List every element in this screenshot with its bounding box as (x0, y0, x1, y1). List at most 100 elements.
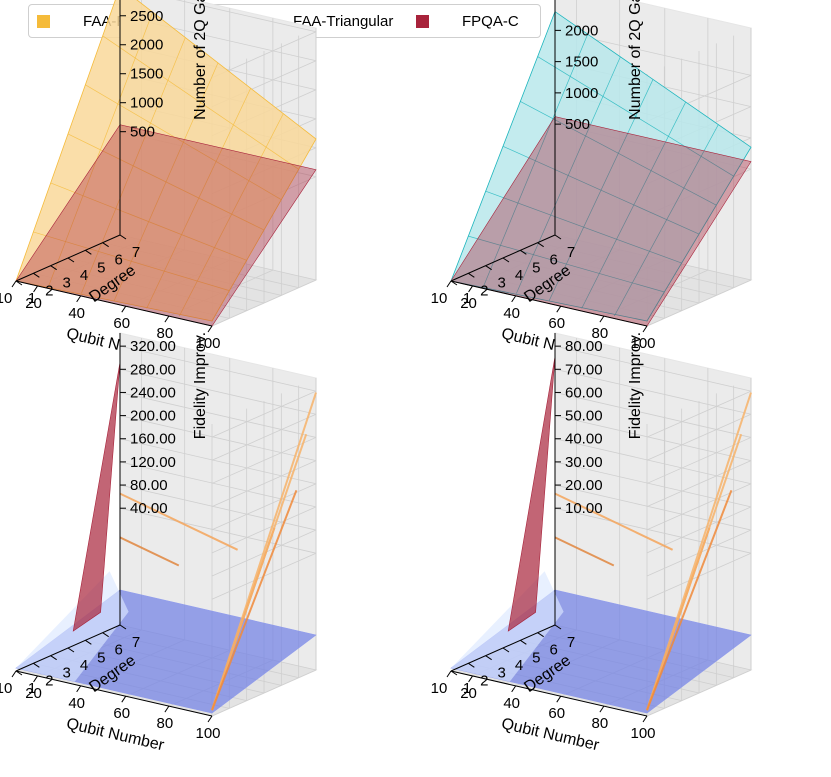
bottom-right-y-tick (554, 624, 562, 630)
bottom-left-y-tick (50, 655, 57, 661)
top-left-surface-faa-rectangular (15, 0, 317, 322)
top-right-z-axis-label: Number of 2Q Gates (627, 0, 644, 120)
top-right-y-tick-label: 2 (480, 282, 488, 299)
top-right-z-tick-label: 2000 (565, 22, 598, 39)
bottom-right-grid-left-z (646, 413, 752, 461)
top-left-axis-x (15, 280, 213, 327)
top-right-y-tick-label: 4 (515, 267, 523, 284)
bottom-right-z-tick-label: 40.00 (565, 431, 603, 448)
top-left-y-tick-label: 6 (114, 252, 122, 269)
bottom-right-z-tick-label: 10.00 (565, 500, 603, 517)
top-right-x-tick-label: 10 (431, 290, 448, 307)
legend-swatch-faa-rectangular (37, 15, 50, 28)
bottom-left-x-tick (121, 695, 127, 703)
top-left-x-tick-label: 80 (157, 325, 174, 342)
top-right-y-tick (450, 280, 458, 286)
bottom-left-grid-back-z (119, 345, 317, 392)
bottom-left-y-tick (119, 624, 127, 630)
top-left-y-tick (102, 242, 109, 248)
top-left-y-tick (67, 257, 75, 263)
bottom-left-grid-back-z (119, 392, 317, 438)
bottom-right-z-axis-label: Fidelity Improv. (627, 332, 644, 439)
bottom-left-fidelity-line (211, 489, 298, 711)
top-right-z-tick-label: 1500 (565, 54, 598, 71)
bottom-right-x-tick-label: 100 (630, 725, 655, 742)
bottom-right-y-tick (537, 632, 544, 638)
top-left-z-tick-label: 2500 (130, 8, 163, 25)
top-right-x-tick-label: 20 (460, 295, 477, 312)
top-left-y-tick-label: 2 (45, 282, 53, 299)
bottom-left-fidelity-line (119, 492, 239, 551)
bottom-left-x-tick (207, 715, 213, 723)
bottom-left-x-tick (11, 670, 17, 678)
bottom-left-x-tick (33, 675, 38, 683)
top-right-x-tick (468, 285, 473, 293)
bottom-right-y-tick-label: 5 (532, 649, 540, 666)
bottom-right-y-tick (502, 647, 510, 653)
top-left-x-tick (11, 280, 17, 288)
bottom-left-grid-back-z (119, 368, 317, 415)
top-right-x-tick-label: 80 (592, 325, 609, 342)
bottom-left-x-tick-label: 20 (25, 685, 42, 702)
bottom-left-z-tick-label: 80.00 (130, 477, 168, 494)
top-left-x-tick (121, 305, 127, 313)
bottom-right-x-tick (599, 705, 605, 713)
top-left-surface-mesh (179, 113, 284, 317)
bottom-right-y-tick-label: 7 (567, 634, 575, 651)
top-left-y-tick-label: 4 (80, 267, 88, 284)
bottom-right-grid-back-z (554, 345, 752, 392)
bottom-left-grid-left-z (211, 483, 317, 531)
bottom-right-fidelity-line (554, 492, 674, 551)
bottom-right-y-tick-label: 6 (549, 642, 557, 659)
top-left-z-axis-label: Number of 2Q Gates (192, 0, 209, 120)
bottom-left-y-tick-label: 2 (45, 672, 53, 689)
bottom-left-z-tick-label: 280.00 (130, 361, 176, 378)
top-right-y-tick (502, 257, 510, 263)
bottom-right-x-tick-label: 10 (431, 680, 448, 697)
bottom-left-y-tick-label: 5 (97, 649, 105, 666)
bottom-right-y-tick (450, 670, 458, 676)
top-left-z-tick-label: 2000 (130, 37, 163, 54)
bottom-left-x-tick-label: 60 (113, 705, 130, 722)
bottom-right-x-tick-label: 20 (460, 685, 477, 702)
top-left-grid-left-z (211, 31, 317, 79)
bottom-left-grid-left-z (211, 390, 317, 438)
bottom-left-z-axis-label: Fidelity Improv. (192, 332, 209, 439)
bottom-left-y-tick (67, 647, 75, 653)
bottom-right-grid-back-z (554, 507, 752, 554)
top-left-y-tick (119, 234, 127, 240)
top-left-x-tick (76, 295, 82, 303)
bottom-right-y-tick-label: 2 (480, 672, 488, 689)
top-right-axis-x (450, 280, 648, 327)
bottom-right-fidelity-line (646, 433, 743, 711)
top-left-z-tick-label: 1000 (130, 95, 163, 112)
bottom-left-spike-fpqa-c (72, 362, 121, 632)
top-right-x-tick-label: 40 (503, 305, 520, 322)
top-left-y-tick (50, 265, 57, 271)
top-right-z-tick-label: 1000 (565, 85, 598, 102)
bottom-right-fidelity-line (554, 536, 615, 567)
top-left-x-tick-label: 100 (195, 335, 220, 352)
bottom-right-grid-back-z (554, 392, 752, 438)
bottom-left-x-tick (76, 685, 82, 693)
bottom-left-y-tick-label: 1 (28, 680, 36, 697)
bottom-right-group: 10 20 40 60 80 100 1 2 3 4 5 6 7 10.00 20.00 30.00 40.00… (431, 332, 753, 755)
top-left-grid-back-z (175, 0, 317, 33)
bottom-left-z-tick-label: 160.00 (130, 431, 176, 448)
bottom-left-grid-left-z (211, 413, 317, 461)
bottom-left-z-tick-label: 40.00 (130, 500, 168, 517)
bottom-left-y-tick-label: 4 (80, 657, 88, 674)
top-left-y-tick-label: 1 (28, 290, 36, 307)
bottom-right-z-tick-label: 50.00 (565, 408, 603, 425)
bottom-left-y-tick-label: 6 (114, 642, 122, 659)
top-right-x-tick-label: 60 (548, 315, 565, 332)
top-right-y-tick (485, 265, 492, 271)
bottom-right-spike-fpqa-c (507, 356, 556, 632)
bottom-right-y-tick-label: 1 (463, 680, 471, 697)
bottom-left-y-tick (102, 632, 109, 638)
legend-label: FAA-Triangular (293, 13, 394, 30)
top-left-y-tick-label: 5 (97, 259, 105, 276)
bottom-right-x-tick (642, 715, 648, 723)
bottom-right-z-tick-label: 30.00 (565, 454, 603, 471)
